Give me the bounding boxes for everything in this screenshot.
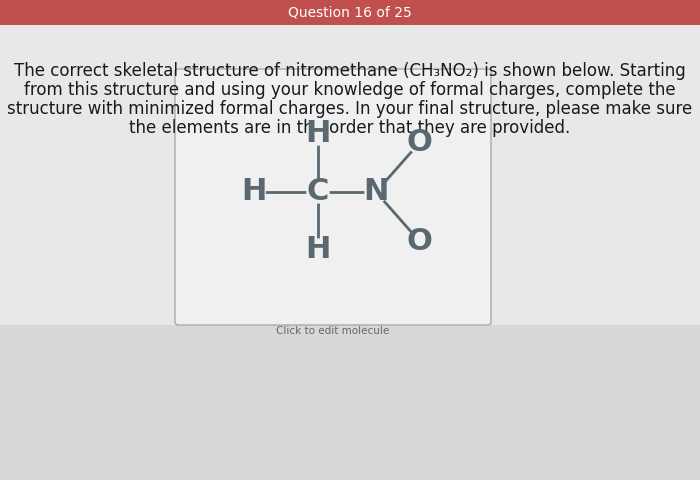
Text: C: C	[307, 178, 329, 206]
Bar	[0, 0, 700, 25]
Text: the elements are in the order that they are provided.: the elements are in the order that they …	[130, 119, 570, 137]
Circle shape	[409, 230, 430, 252]
Text: H: H	[305, 236, 330, 264]
Text: Click to edit molecule: Click to edit molecule	[276, 326, 390, 336]
Circle shape	[409, 132, 430, 154]
Text: Question 16 of 25: Question 16 of 25	[288, 5, 412, 20]
Text: from this structure and using your knowledge of formal charges, complete the: from this structure and using your knowl…	[25, 81, 676, 99]
Text: H: H	[305, 120, 330, 148]
FancyBboxPatch shape	[175, 69, 491, 325]
Circle shape	[243, 181, 265, 203]
Text: The correct skeletal structure of nitromethane (CH₃NO₂) is shown below. Starting: The correct skeletal structure of nitrom…	[14, 62, 686, 80]
Circle shape	[307, 123, 329, 145]
Circle shape	[365, 181, 387, 203]
Circle shape	[307, 181, 329, 203]
Text: H: H	[241, 178, 267, 206]
Text: O: O	[407, 128, 433, 157]
Text: structure with minimized formal charges. In your final structure, please make su: structure with minimized formal charges.…	[8, 100, 692, 118]
Circle shape	[307, 239, 329, 261]
Text: O: O	[407, 227, 433, 256]
Text: N: N	[363, 178, 389, 206]
Bar	[0, 25, 700, 325]
